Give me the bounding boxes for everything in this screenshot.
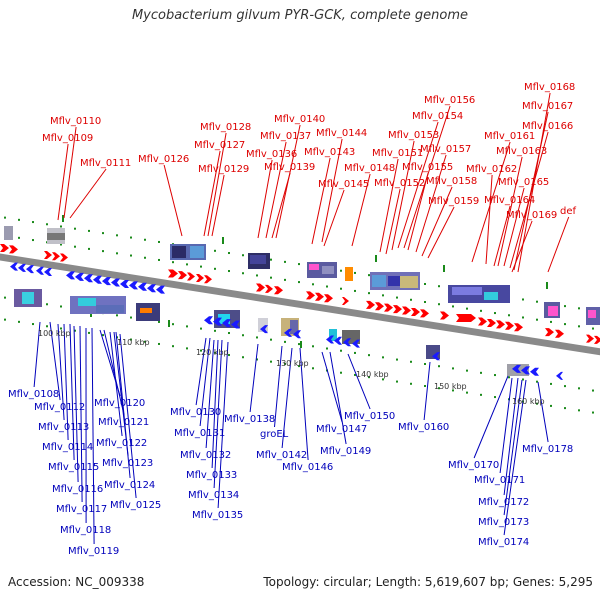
forward-gene-label: Mflv_0127: [194, 140, 245, 151]
map-title: Mycobacterium gilvum PYR-GCK, complete g…: [131, 8, 469, 23]
forward-gene-label: Mflv_0162: [466, 164, 517, 175]
reverse-gene-label: Mflv_0124: [104, 480, 155, 491]
backbone: [0, 253, 600, 356]
reverse-gene-label: Mflv_0119: [68, 546, 119, 557]
kbp-tick-label: 120 kbp: [196, 348, 229, 357]
kbp-tick-label: 100 kbp: [38, 329, 71, 338]
forward-gene-label: Mflv_0139: [264, 162, 315, 173]
forward-gene-label: Mflv_0155: [402, 162, 453, 173]
forward-gene-label: Mflv_0126: [138, 154, 189, 165]
reverse-gene-label: Mflv_0142: [256, 450, 307, 461]
gene-arrows: [0, 244, 600, 380]
forward-gene-label: Mflv_0157: [420, 144, 471, 155]
reverse-gene-label: Mflv_0133: [186, 470, 237, 481]
forward-gene-label: Mflv_0143: [304, 147, 355, 158]
kbp-tick-labels: 100 kbp 110 kbp 120 kbp 130 kbp 140 kbp 150 k…: [38, 329, 545, 406]
kbp-tick-label: 160 kbp: [512, 397, 545, 406]
reverse-gene-label: Mflv_0138: [224, 414, 275, 425]
reverse-gene-label: Mflv_0121: [98, 417, 149, 428]
reverse-gene-label: Mflv_0130: [170, 407, 221, 418]
reverse-gene-label: Mflv_0123: [102, 458, 153, 469]
reverse-gene-label: Mflv_0115: [48, 462, 99, 473]
forward-gene-label: Mflv_0158: [426, 176, 477, 187]
reverse-gene-label: Mflv_0150: [344, 411, 395, 422]
forward-gene-label: Mflv_0159: [428, 196, 479, 207]
reverse-gene-label: Mflv_0132: [180, 450, 231, 461]
reverse-gene-label: Mflv_0160: [398, 422, 449, 433]
forward-gene-label: Mflv_0156: [424, 95, 475, 106]
forward-gene-label: Mflv_0168: [524, 82, 575, 93]
forward-gene-label: Mflv_0109: [42, 133, 93, 144]
forward-gene-label: Mflv_0167: [522, 101, 573, 112]
forward-gene-label: Mflv_0163: [496, 146, 547, 157]
forward-gene-label: def: [560, 206, 577, 217]
forward-gene-label: Mflv_0140: [274, 114, 325, 125]
reverse-gene-label: Mflv_0178: [522, 444, 573, 455]
forward-gene-label: Mflv_0166: [522, 121, 573, 132]
reverse-gene-label: Mflv_0114: [42, 442, 93, 453]
reverse-gene-label: Mflv_0122: [96, 438, 147, 449]
reverse-gene-label: Mflv_0147: [316, 424, 367, 435]
forward-gene-label: Mflv_0153: [388, 130, 439, 141]
forward-gene-labels: Mflv_0110 Mflv_0109 Mflv_0111 Mflv_0126 Mflv…: [42, 82, 577, 221]
forward-gene-label: Mflv_0145: [318, 179, 369, 190]
forward-gene-label: Mflv_0151: [372, 148, 423, 159]
reverse-gene-label: Mflv_0117: [56, 504, 107, 515]
reverse-gene-label: groEL: [260, 429, 289, 440]
forward-gene-label: Mflv_0110: [50, 116, 101, 127]
reverse-gene-label: Mflv_0131: [174, 428, 225, 439]
kbp-tick-label: 150 kbp: [434, 382, 467, 391]
reverse-gene-label: Mflv_0171: [474, 475, 525, 486]
reverse-gene-label: Mflv_0135: [192, 510, 243, 521]
kbp-tick-label: 110 kbp: [117, 338, 150, 347]
reverse-gene-label: Mflv_0120: [94, 398, 145, 409]
forward-gene-label: Mflv_0152: [374, 178, 425, 189]
reverse-gene-label: Mflv_0173: [478, 517, 529, 528]
reverse-gene-labels: Mflv_0108Mflv_0112Mflv_0113Mflv_0114Mflv…: [8, 389, 573, 557]
forward-gene-label: Mflv_0129: [198, 164, 249, 175]
kbp-tick-label: 140 kbp: [356, 370, 389, 379]
forward-gene-label: Mflv_0144: [316, 128, 367, 139]
forward-gene-label: Mflv_0161: [484, 131, 535, 142]
kbp-tick-label: 130 kbp: [276, 359, 309, 368]
reverse-gene-label: Mflv_0146: [282, 462, 333, 473]
reverse-gene-label: Mflv_0118: [60, 525, 111, 536]
feature-boxes: [4, 226, 600, 376]
forward-gene-label: Mflv_0164: [484, 195, 535, 206]
reverse-gene-label: Mflv_0149: [320, 446, 371, 457]
reverse-gene-label: Mflv_0170: [448, 460, 499, 471]
reverse-gene-label: Mflv_0113: [38, 422, 89, 433]
forward-gene-label: Mflv_0154: [412, 111, 463, 122]
forward-gene-label: Mflv_0137: [260, 131, 311, 142]
genome-summary: Topology: circular; Length: 5,619,607 bp…: [263, 575, 593, 589]
reverse-gene-label: Mflv_0125: [110, 500, 161, 511]
label-connectors: [33, 92, 570, 545]
forward-gene-label: Mflv_0128: [200, 122, 251, 133]
forward-gene-label: Mflv_0165: [498, 177, 549, 188]
reverse-gene-label: Mflv_0116: [52, 484, 103, 495]
forward-gene-label: Mflv_0111: [80, 158, 131, 169]
forward-gene-label: Mflv_0148: [344, 163, 395, 174]
reverse-gene-label: Mflv_0174: [478, 537, 529, 548]
accession-label: Accession: NC_009338: [8, 575, 145, 589]
forward-gene-label: Mflv_0169: [506, 210, 557, 221]
reverse-gene-label: Mflv_0134: [188, 490, 239, 501]
reverse-gene-label: Mflv_0172: [478, 497, 529, 508]
reverse-gene-label: Mflv_0112: [34, 402, 85, 413]
reverse-gene-label: Mflv_0108: [8, 389, 59, 400]
forward-gene-label: Mflv_0136: [246, 149, 297, 160]
